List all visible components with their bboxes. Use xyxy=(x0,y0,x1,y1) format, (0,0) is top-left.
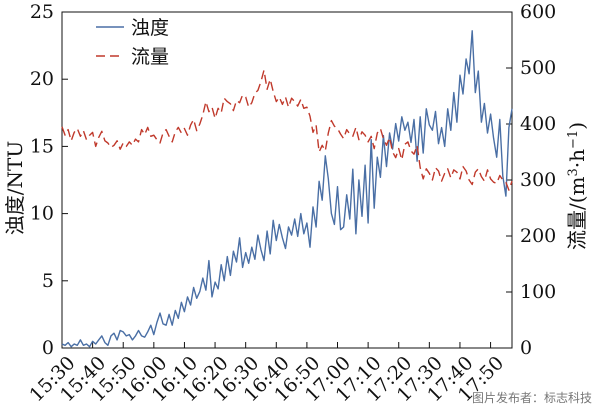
publisher-watermark: 图片发布者：标志科技 xyxy=(472,390,592,405)
left-tick-label: 10 xyxy=(30,203,54,225)
right-tick-label: 200 xyxy=(520,225,556,247)
right-axis-title-sup1: 3 xyxy=(566,168,581,176)
left-tick-label: 0 xyxy=(42,337,54,359)
left-tick-label: 20 xyxy=(30,68,54,90)
flow-series-line xyxy=(61,69,513,191)
right-tick-label: 500 xyxy=(520,57,556,79)
left-tick-label: 15 xyxy=(30,135,54,157)
right-axis-title-mid: ·h xyxy=(565,149,589,168)
right-axis-title-sup2: −1 xyxy=(566,130,581,149)
right-tick-label: 300 xyxy=(520,169,556,191)
right-tick-label: 600 xyxy=(520,1,556,23)
right-tick-label: 0 xyxy=(520,337,532,359)
series-layer xyxy=(61,30,513,348)
right-tick-label: 400 xyxy=(520,113,556,135)
left-axis-title: 浊度/NTU xyxy=(3,141,27,235)
left-tick-label: 5 xyxy=(42,270,54,292)
legend-label-turbidity: 浊度 xyxy=(131,17,169,39)
right-axis-title-prefix: 流量/(m xyxy=(565,176,589,250)
plot-frame xyxy=(61,11,513,349)
turbidity-series-line xyxy=(61,30,513,348)
axes-layer: 0510152025010020030040050060015:3015:401… xyxy=(25,1,556,406)
left-tick-label: 25 xyxy=(30,1,54,23)
right-axis-title: 流量/(m3·h−1) xyxy=(565,122,589,250)
right-axis-title-suffix: ) xyxy=(565,122,589,130)
legend-label-flow: 流量 xyxy=(131,46,169,68)
right-tick-label: 100 xyxy=(520,281,556,303)
